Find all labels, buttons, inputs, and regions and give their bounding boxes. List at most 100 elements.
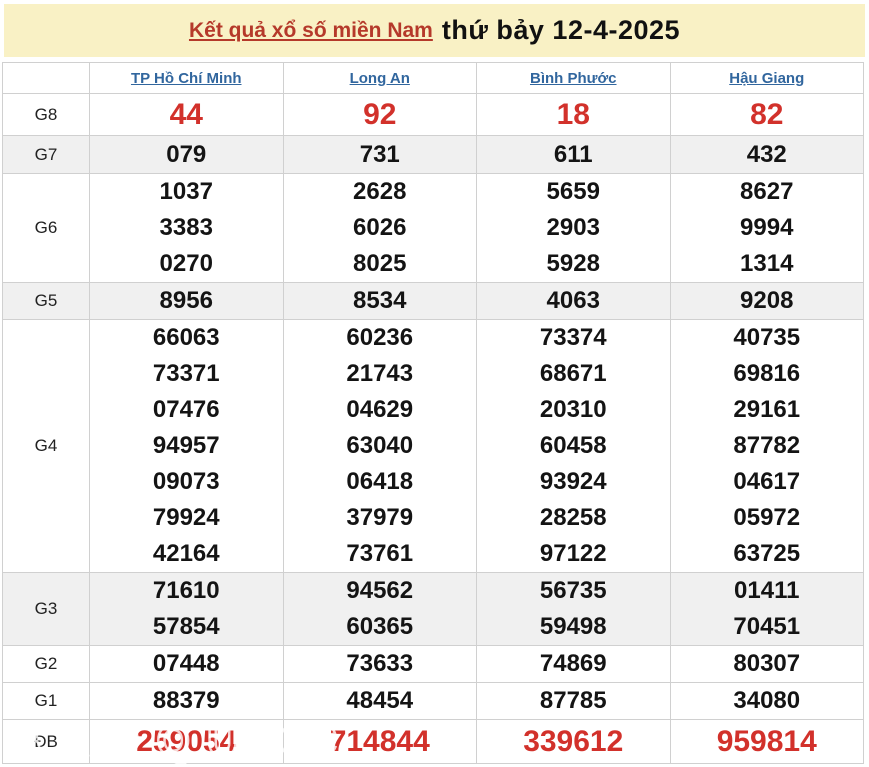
- title-date: thứ bảy 12-4-2025: [441, 15, 681, 45]
- title-link[interactable]: Kết quả xổ số miền Nam: [188, 18, 433, 42]
- result-cell: 9208: [669, 283, 864, 319]
- result-cell: 44: [89, 94, 283, 135]
- result-cell: 4063: [476, 283, 670, 319]
- result-number: 82: [750, 98, 784, 131]
- result-number: 04617: [733, 468, 801, 495]
- prize-row-g2: G2 07448 73633 74869 80307: [2, 646, 864, 683]
- result-number: 80307: [733, 650, 801, 677]
- result-cell: 959814: [669, 720, 864, 763]
- prize-row-g6: G6 1037 3383 0270 2628 6026 8025 5659 2903 5928 86…: [2, 174, 864, 283]
- result-number: 37979: [346, 504, 414, 531]
- result-number: 339612: [523, 725, 624, 758]
- prize-row-g4: G4 66063 73371 07476 94957 09073 79924 42164 602…: [2, 320, 864, 573]
- prize-label: G3: [2, 573, 89, 645]
- province-link[interactable]: Bình Phước: [529, 69, 617, 87]
- result-cell: 92: [282, 94, 477, 135]
- result-number: 5928: [546, 250, 600, 277]
- result-cell: 714844: [282, 720, 477, 763]
- prize-row-g8: G8 44 92 18 82: [2, 94, 864, 136]
- result-number: 93924: [539, 468, 607, 495]
- result-number: 94562: [346, 577, 414, 604]
- result-number: 48454: [346, 687, 414, 714]
- result-number: 21743: [346, 360, 414, 387]
- result-cell: 88379: [89, 683, 283, 719]
- result-number: 5659: [546, 178, 600, 205]
- prize-row-g1: G1 88379 48454 87785 34080: [2, 683, 864, 720]
- result-cell: 339612: [476, 720, 670, 763]
- result-cell: 8956: [89, 283, 283, 319]
- result-number: 73374: [539, 324, 607, 351]
- result-cell: 8534: [282, 283, 477, 319]
- result-number: 60236: [346, 324, 414, 351]
- prize-label: G7: [2, 136, 89, 173]
- result-number: 259054: [136, 725, 237, 758]
- result-number: 59498: [539, 613, 607, 640]
- result-number: 57854: [152, 613, 220, 640]
- result-cell: 8627 9994 1314: [669, 174, 864, 282]
- result-number: 73761: [346, 540, 414, 567]
- result-number: 28258: [539, 504, 607, 531]
- result-number: 71610: [152, 577, 220, 604]
- result-number: 88379: [152, 687, 220, 714]
- column-header-cell: Bình Phước: [476, 63, 670, 93]
- result-cell: 40735 69816 29161 87782 04617 05972 63725: [669, 320, 864, 572]
- result-number: 6026: [353, 214, 407, 241]
- province-link[interactable]: Long An: [349, 69, 410, 87]
- result-number: 34080: [733, 687, 801, 714]
- result-number: 60458: [539, 432, 607, 459]
- result-cell: 731: [282, 136, 477, 173]
- result-cell: 71610 57854: [89, 573, 283, 645]
- result-number: 432: [746, 141, 787, 168]
- province-link[interactable]: TP Hồ Chí Minh: [130, 69, 242, 87]
- result-number: 63040: [346, 432, 414, 459]
- prize-label: G4: [2, 320, 89, 572]
- result-cell: 60236 21743 04629 63040 06418 37979 73761: [282, 320, 477, 572]
- result-number: 8534: [353, 287, 407, 314]
- result-cell: 94562 60365: [282, 573, 477, 645]
- result-number: 2628: [353, 178, 407, 205]
- result-number: 714844: [329, 725, 430, 758]
- table-header-row: TP Hồ Chí Minh Long An Bình Phước Hậu Giang: [2, 63, 864, 94]
- result-cell: 73374 68671 20310 60458 93924 28258 97122: [476, 320, 670, 572]
- result-number: 2903: [546, 214, 600, 241]
- result-number: 09073: [152, 468, 220, 495]
- prize-label: G5: [2, 283, 89, 319]
- result-number: 29161: [733, 396, 801, 423]
- result-number: 07448: [152, 650, 220, 677]
- result-cell: 18: [476, 94, 670, 135]
- result-number: 66063: [152, 324, 220, 351]
- result-number: 079: [166, 141, 207, 168]
- result-number: 18: [556, 98, 590, 131]
- result-cell: 5659 2903 5928: [476, 174, 670, 282]
- result-number: 44: [169, 98, 203, 131]
- result-number: 8956: [159, 287, 213, 314]
- results-table: TP Hồ Chí Minh Long An Bình Phước Hậu Giang…: [2, 62, 864, 766]
- prize-row-g3: G3 71610 57854 94562 60365 56735 59498 01411 704…: [2, 573, 864, 646]
- result-number: 70451: [733, 613, 801, 640]
- result-cell: 66063 73371 07476 94957 09073 79924 42164: [89, 320, 283, 572]
- result-number: 1314: [740, 250, 794, 277]
- result-number: 74869: [539, 650, 607, 677]
- result-number: 01411: [734, 577, 800, 604]
- result-cell: 74869: [476, 646, 670, 682]
- result-cell: 87785: [476, 683, 670, 719]
- result-number: 611: [553, 141, 593, 168]
- result-number: 731: [359, 141, 400, 168]
- result-number: 9208: [740, 287, 794, 314]
- result-number: 4063: [546, 287, 600, 314]
- prize-row-g7: G7 079 731 611 432: [2, 136, 864, 174]
- result-number: 79924: [152, 504, 220, 531]
- result-number: 959814: [716, 725, 817, 758]
- result-number: 87782: [733, 432, 801, 459]
- result-number: 73633: [346, 650, 414, 677]
- province-link[interactable]: Hậu Giang: [729, 69, 805, 87]
- result-cell: 079: [89, 136, 283, 173]
- result-cell: 56735 59498: [476, 573, 670, 645]
- result-number: 40735: [733, 324, 801, 351]
- column-header-cell: Long An: [282, 63, 477, 93]
- result-number: 05972: [733, 504, 801, 531]
- result-cell: 611: [476, 136, 670, 173]
- column-header-cell: Hậu Giang: [669, 63, 864, 93]
- result-number: 68671: [539, 360, 607, 387]
